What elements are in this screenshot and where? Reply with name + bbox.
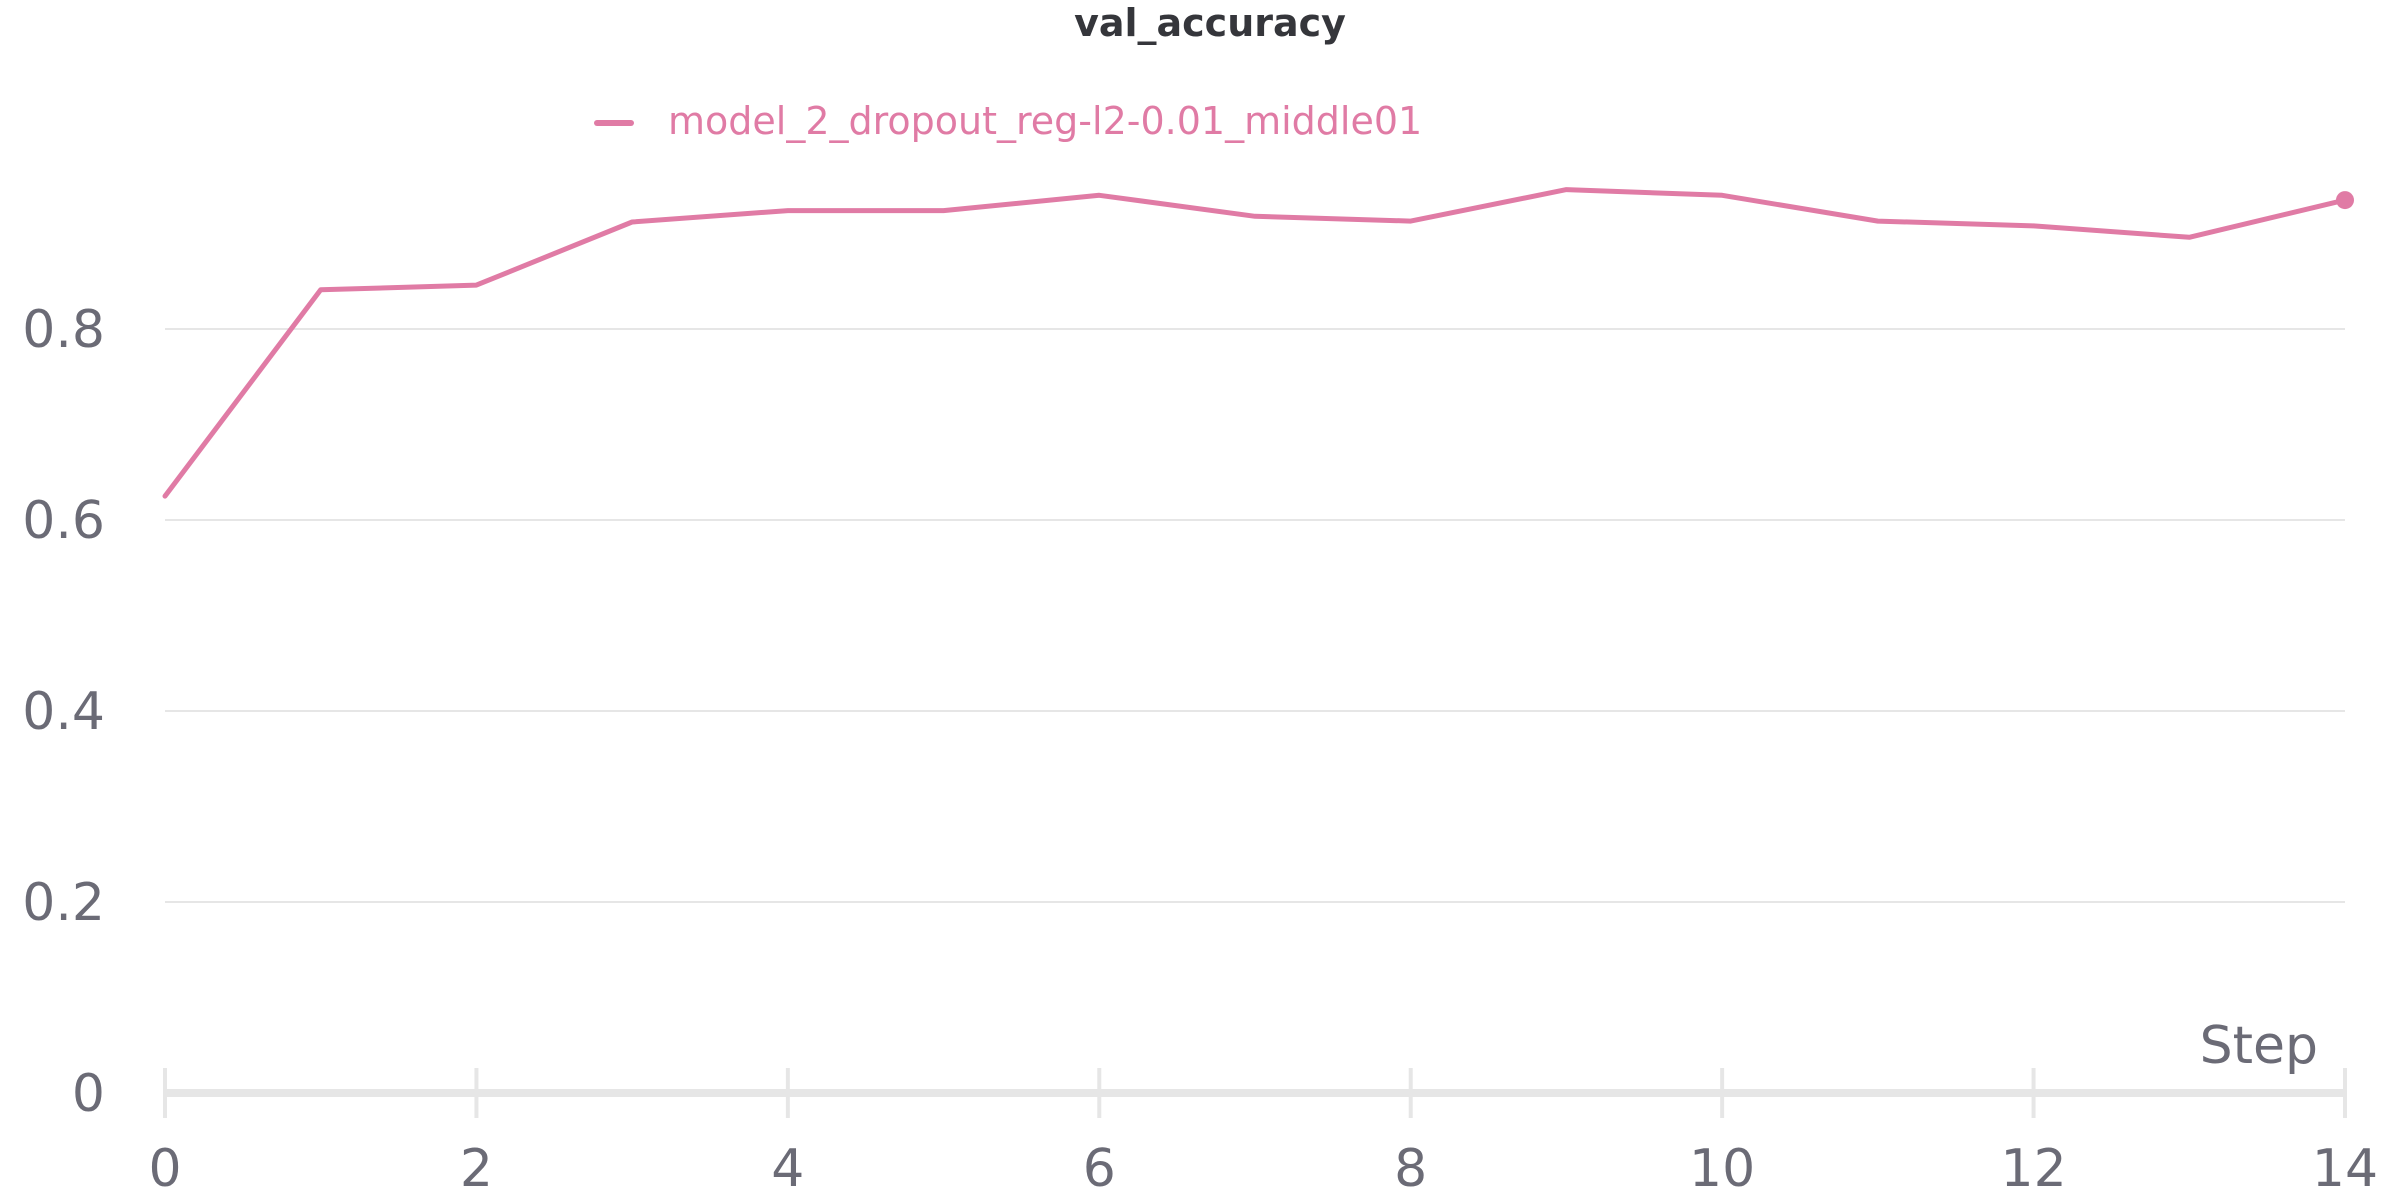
chart-title: val_accuracy xyxy=(1074,1,1346,45)
y-tick-label: 0.6 xyxy=(22,491,105,551)
y-tick-label: 0.8 xyxy=(22,300,105,360)
series-end-point[interactable] xyxy=(2336,191,2354,210)
grid-lines xyxy=(165,328,2345,903)
y-tick-label: 0.4 xyxy=(22,682,105,742)
x-tick-label: 6 xyxy=(1083,1139,1116,1199)
series-line xyxy=(162,187,2348,499)
x-axis: 0 2 4 6 8 10 12 14 xyxy=(148,1068,2378,1199)
x-tick-label: 8 xyxy=(1394,1139,1427,1199)
series-group xyxy=(162,187,2354,499)
x-tick-label: 0 xyxy=(148,1139,181,1199)
legend: model_2_dropout_reg-l2-0.01_middle01 xyxy=(594,99,1422,143)
y-tick-label: 0.2 xyxy=(22,873,105,933)
x-tick-label: 4 xyxy=(771,1139,804,1199)
x-tick-label: 14 xyxy=(2312,1139,2378,1199)
y-tick-label: 0 xyxy=(72,1064,105,1124)
x-axis-title: Step xyxy=(2200,1016,2318,1076)
y-axis: 0 0.2 0.4 0.6 0.8 xyxy=(22,300,105,1124)
x-tick-label: 2 xyxy=(460,1139,493,1199)
x-tick-label: 12 xyxy=(2000,1139,2066,1199)
legend-label: model_2_dropout_reg-l2-0.01_middle01 xyxy=(668,99,1422,143)
x-tick-label: 10 xyxy=(1689,1139,1755,1199)
